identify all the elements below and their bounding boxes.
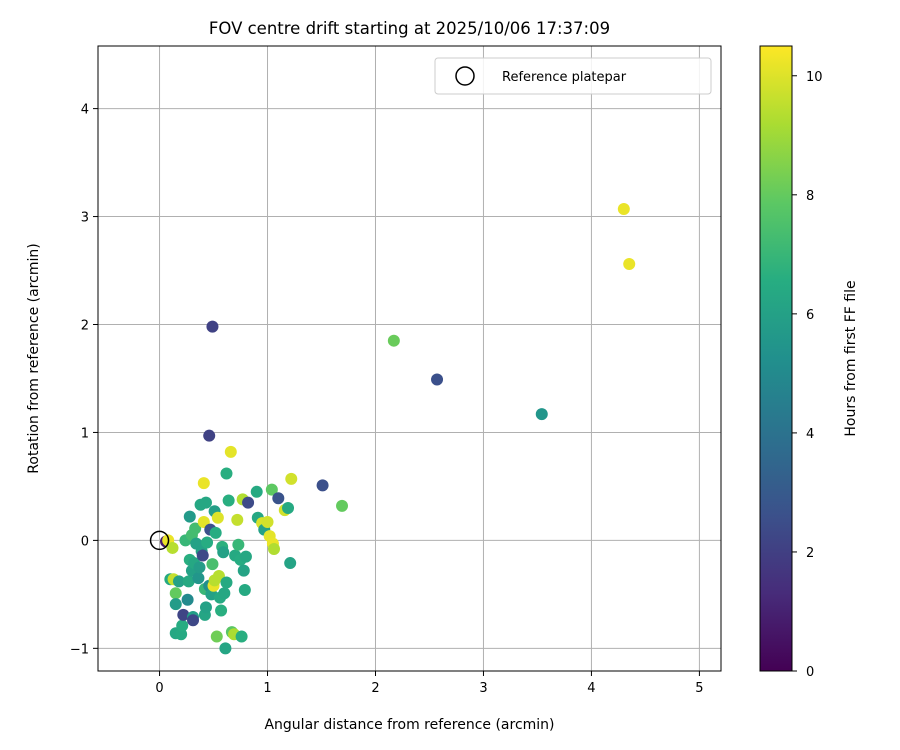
x-tick-label: 5 [695, 681, 703, 696]
colorbar-tick-label: 4 [806, 427, 814, 442]
data-point [172, 575, 185, 588]
y-tick-label: 0 [81, 534, 89, 549]
data-point [242, 496, 255, 509]
data-points [160, 202, 636, 655]
data-point [431, 373, 444, 386]
colorbar-gradient [759, 45, 793, 672]
chart-title: FOV centre drift starting at 2025/10/06 … [209, 19, 610, 38]
data-point [189, 522, 202, 535]
data-point [220, 467, 233, 480]
data-point [316, 479, 329, 492]
data-point [231, 513, 244, 526]
data-point [176, 619, 189, 632]
data-point [617, 202, 630, 215]
data-point [237, 564, 250, 577]
data-point [232, 538, 245, 551]
data-point [210, 630, 223, 643]
data-point [285, 472, 298, 485]
data-point [284, 557, 297, 570]
data-point [206, 558, 219, 571]
data-point [217, 546, 230, 559]
data-point [166, 541, 179, 554]
data-point [267, 543, 280, 556]
colorbar-ticks: 0 2 4 6 8 10 [792, 70, 823, 680]
data-point [535, 408, 548, 421]
data-point [182, 575, 195, 588]
data-point [220, 576, 233, 589]
data-point [222, 494, 235, 507]
colorbar-tick-label: 0 [806, 665, 814, 680]
data-point [169, 598, 182, 611]
data-point [219, 642, 232, 655]
x-axis-label: Angular distance from reference (arcmin) [264, 717, 554, 733]
legend: Reference platepar [434, 57, 712, 95]
reference-platepar-marker [149, 530, 170, 551]
data-point [181, 593, 194, 606]
data-point [197, 477, 210, 490]
data-point [282, 502, 295, 515]
data-point [199, 496, 212, 509]
colorbar-tick-label: 6 [806, 308, 814, 323]
y-tick-label: −1 [70, 642, 89, 657]
y-tick-label: 1 [81, 426, 89, 441]
grid-lines [98, 46, 721, 671]
data-point [261, 516, 274, 529]
data-point [224, 445, 237, 458]
data-point [196, 549, 209, 562]
plot-frame [97, 45, 722, 672]
x-tick-label: 3 [479, 681, 487, 696]
y-tick-label: 3 [81, 211, 89, 226]
colorbar-tick-label: 10 [806, 70, 823, 85]
x-tick-label: 4 [587, 681, 595, 696]
x-tick-label: 2 [371, 681, 379, 696]
colorbar-tick-label: 2 [806, 546, 814, 561]
data-point [187, 614, 200, 627]
data-point [238, 584, 251, 597]
data-point [235, 630, 248, 643]
colorbar: 0 2 4 6 8 10 Hours from first FF file [759, 45, 859, 680]
data-point [211, 511, 224, 524]
y-axis-ticks: −1 0 1 2 3 4 [70, 103, 98, 657]
data-point [201, 536, 214, 549]
data-point [193, 561, 206, 574]
x-tick-label: 0 [155, 681, 163, 696]
data-point [169, 587, 182, 600]
data-point [623, 258, 636, 271]
data-point [192, 572, 205, 585]
data-point [265, 483, 278, 496]
y-axis-label: Rotation from reference (arcmin) [26, 243, 42, 473]
data-point [336, 499, 349, 512]
data-point [272, 492, 285, 505]
data-point [203, 429, 216, 442]
data-point [183, 510, 196, 523]
x-axis-ticks: 0 1 2 3 4 5 [155, 671, 704, 696]
data-point [239, 550, 252, 563]
data-point [218, 587, 231, 600]
legend-label: Reference platepar [502, 70, 627, 85]
colorbar-label: Hours from first FF file [843, 280, 859, 436]
legend-box [434, 57, 712, 95]
colorbar-tick-label: 8 [806, 189, 814, 204]
legend-marker [455, 66, 475, 86]
data-point [177, 608, 190, 621]
x-tick-label: 1 [263, 681, 271, 696]
data-point [199, 601, 212, 614]
data-point [215, 604, 228, 617]
data-point [209, 526, 222, 539]
y-tick-label: 2 [81, 318, 89, 333]
data-point [387, 334, 400, 347]
y-tick-label: 4 [81, 103, 89, 118]
data-point [206, 320, 219, 333]
data-point [250, 485, 263, 498]
